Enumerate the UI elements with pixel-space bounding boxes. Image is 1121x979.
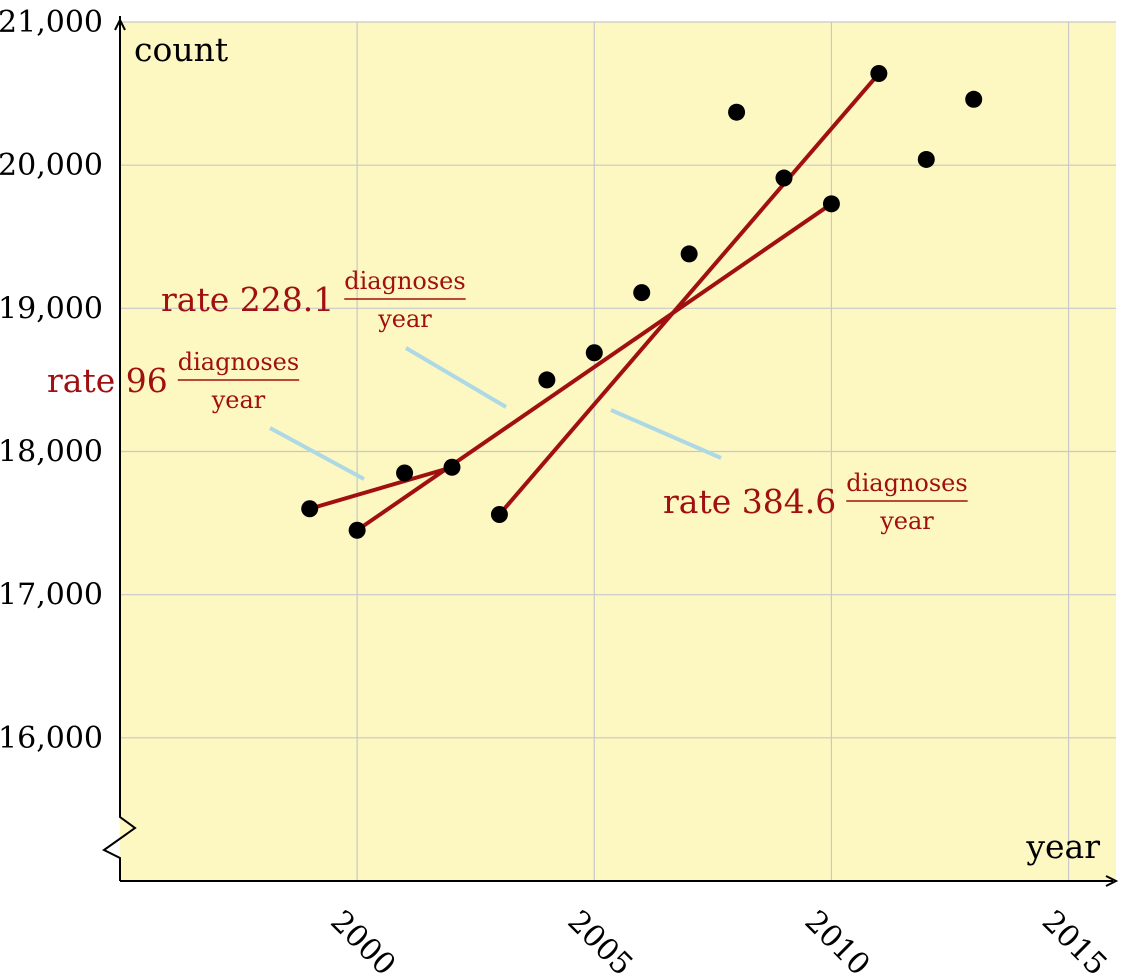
data-point [538, 371, 556, 389]
y-tick-label: 16,000 [0, 721, 103, 756]
data-point [585, 344, 603, 362]
annotation-leaders [269, 346, 722, 481]
data-point [870, 65, 888, 83]
x-tick-label: 2000 [323, 904, 402, 979]
data-point [775, 169, 793, 187]
rate-numerator: diagnoses [344, 267, 465, 295]
data-point [633, 284, 651, 302]
fit-line [355, 201, 834, 533]
rate-label: rate 96 [47, 361, 168, 400]
fit-line [307, 465, 454, 511]
data-point [490, 505, 508, 523]
data-point [680, 245, 698, 263]
x-tick-label: 2005 [561, 904, 640, 979]
rate-numerator: diagnoses [178, 348, 299, 376]
data-point [965, 90, 983, 108]
rate-annotation: rate 384.6 diagnoses year [663, 469, 968, 535]
y-axis-arrow-icon [114, 17, 126, 31]
rate-prefix: rate [663, 482, 731, 521]
rate-label: rate 228.1 [161, 280, 334, 319]
rate-denominator: year [879, 507, 934, 535]
fit-lines [307, 71, 881, 533]
annotation-leader-line [269, 426, 365, 481]
data-points [301, 65, 983, 539]
rate-prefix: rate [47, 361, 115, 400]
rate-denominator: year [377, 305, 432, 333]
y-tick-label: 19,000 [0, 291, 103, 326]
rate-denominator: year [211, 386, 266, 414]
data-point [728, 103, 746, 121]
y-tick-label: 21,000 [0, 5, 103, 40]
y-axis-line [102, 16, 137, 881]
data-point [443, 458, 461, 476]
rate-value: 228.1 [240, 280, 334, 319]
data-point [301, 500, 319, 518]
data-point [822, 195, 840, 213]
x-tick-label: 2015 [1035, 904, 1114, 979]
y-tick-labels: 16,000 17,000 18,000 19,000 20,000 21,000 [0, 5, 103, 756]
rate-value: 384.6 [742, 482, 836, 521]
data-point [348, 521, 366, 539]
rate-numerator: diagnoses [846, 469, 967, 497]
y-tick-label: 20,000 [0, 148, 103, 183]
rate-annotation: rate 228.1 diagnoses year [161, 267, 466, 333]
y-tick-label: 17,000 [0, 578, 103, 613]
rate-prefix: rate [161, 280, 229, 319]
data-point [917, 150, 935, 168]
x-axis-label: year [1025, 827, 1100, 866]
x-axis-arrow-icon [1105, 875, 1119, 887]
rate-annotations: rate 96 diagnoses year rate 228.1 diagnoses y… [47, 267, 968, 535]
x-tick-labels: 2000 2005 2010 2015 [323, 904, 1113, 979]
data-point [396, 464, 414, 482]
annotation-leader-line [404, 346, 508, 409]
annotation-leader-line [610, 408, 722, 460]
y-tick-label: 18,000 [0, 435, 103, 470]
rate-annotation: rate 96 diagnoses year [47, 348, 300, 414]
y-axis-label: count [134, 30, 228, 69]
grid [120, 21, 1116, 881]
rate-value: 96 [126, 361, 168, 400]
fit-line [497, 71, 881, 517]
x-tick-label: 2010 [798, 904, 877, 979]
axes [102, 16, 1119, 887]
rate-label: rate 384.6 [663, 482, 836, 521]
